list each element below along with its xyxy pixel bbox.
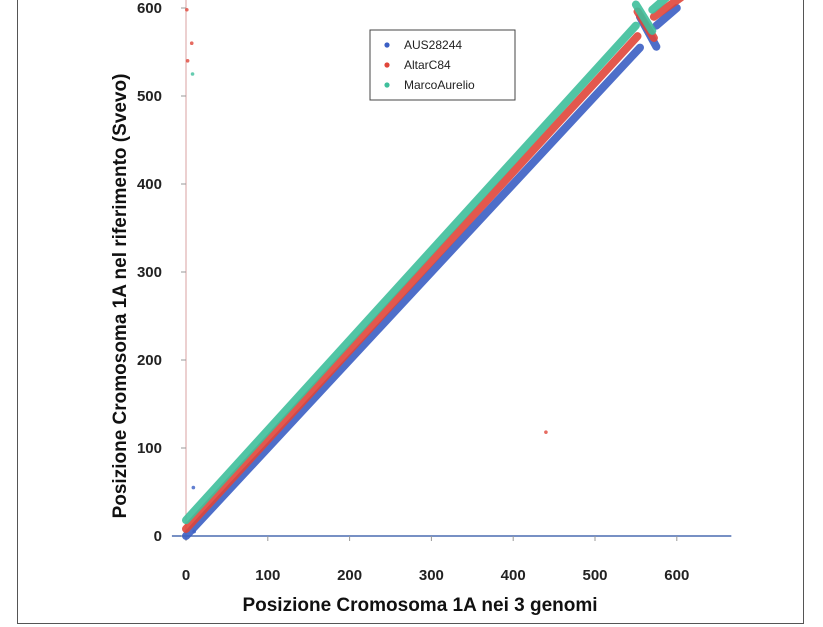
legend-box — [369, 29, 516, 101]
x-axis-label: Posizione Cromosoma 1A nei 3 genomi — [242, 595, 597, 616]
series-altarc84-outlier-point — [189, 41, 194, 45]
x-tick-label: 400 — [501, 567, 526, 584]
series-altarc84-outlier-point — [185, 7, 189, 12]
x-tick-label: 500 — [582, 567, 607, 584]
legend-label-altarc84: AltarC84 — [404, 58, 451, 72]
series-aus28244-segment-3 — [652, 4, 681, 30]
series-altarc84-segment-3 — [649, 0, 684, 21]
legend-marker-altarc84 — [384, 62, 390, 68]
legend-marker-marcoaurelio — [384, 82, 390, 88]
y-tick-label: 300 — [137, 264, 162, 281]
x-tick-label: 300 — [419, 567, 444, 584]
y-tick-label: 200 — [137, 352, 162, 369]
legend-label-marcoaurelio: MarcoAurelio — [404, 78, 475, 92]
y-axis-label: Posizione Cromosoma 1A nel riferimento (… — [110, 74, 131, 519]
series-aus28244-segment-1 — [182, 43, 644, 540]
series-aus28244-outlier-point — [191, 485, 196, 490]
x-tick-label: 100 — [255, 567, 280, 584]
series-altarc84-outlier-point — [544, 430, 548, 434]
legend-marker-aus28244 — [384, 42, 390, 48]
series-aus28244-outlier-point — [192, 529, 196, 534]
chart-frame — [17, 0, 804, 624]
y-tick-label: 400 — [137, 176, 162, 193]
series-marcoaurelio-segment-3 — [648, 0, 670, 14]
x-tick-label: 200 — [337, 567, 362, 584]
y-tick-label: 600 — [137, 0, 162, 17]
series-altarc84-segment-1 — [182, 32, 642, 533]
x-tick-label: 600 — [664, 567, 689, 584]
series-marcoaurelio-segment-2 — [631, 0, 657, 35]
legend-label-aus28244: AUS28244 — [404, 38, 462, 52]
legend: AUS28244 AltarC84 MarcoAurelio — [369, 29, 516, 101]
y-tick-label: 100 — [137, 440, 162, 457]
x-tick-label: 0 — [182, 567, 190, 584]
y-tick-label: 500 — [137, 88, 162, 105]
series-marcoaurelio-segment-1 — [182, 21, 640, 525]
y-tick-label: 0 — [154, 528, 162, 545]
axes: 0 100 200 300 400 500 600 0 100 200 300 400 500 600 — [137, 0, 732, 584]
data-points — [182, 0, 684, 540]
series-altarc84-outlier-point — [185, 59, 190, 63]
series-marcoaurelio-outlier-point — [190, 72, 195, 76]
